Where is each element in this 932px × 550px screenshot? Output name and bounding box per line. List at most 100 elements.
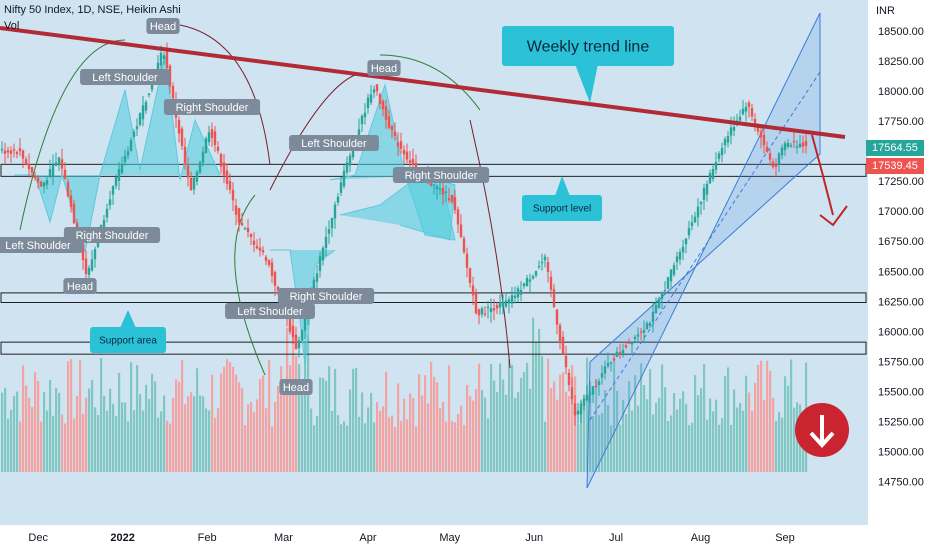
volume-bar [535, 342, 538, 472]
candle-body [213, 131, 217, 146]
candle-body [768, 153, 772, 160]
candle-body [228, 181, 232, 190]
volume-bar [769, 370, 772, 472]
y-tick-label: 15000.00 [878, 446, 924, 458]
candle-body [18, 148, 22, 152]
candle-body [147, 93, 151, 95]
candle-body [267, 259, 271, 266]
volume-bar [706, 419, 709, 472]
volume-bar [97, 415, 100, 472]
volume-bar [751, 410, 754, 472]
candle-body [168, 65, 172, 87]
candle-body [102, 219, 106, 229]
candle-body [261, 250, 265, 253]
volume-bar [496, 392, 499, 472]
volume-bar [670, 415, 673, 472]
support-area-2-box [0, 341, 867, 355]
candle-body [300, 330, 304, 341]
volume-bar [724, 376, 727, 472]
candle-body [216, 146, 220, 152]
volume-bar [520, 377, 523, 472]
volume-bar [34, 372, 37, 472]
volume-bar [556, 399, 559, 472]
volume-bar [340, 424, 343, 472]
candle-body [210, 129, 214, 138]
hs-label-10-box [289, 135, 379, 151]
volume-bar [292, 335, 295, 472]
candle-body [783, 143, 787, 151]
candle-body [471, 285, 475, 296]
volume-bar [397, 383, 400, 472]
candle-body [495, 305, 499, 309]
y-tick-label: 14750.00 [878, 477, 924, 489]
candle-body [588, 393, 592, 395]
volume-bar [127, 421, 130, 472]
volume-bar [655, 402, 658, 472]
volume-bar [145, 384, 148, 472]
hs-label-9-box [277, 288, 375, 304]
candle-body [549, 276, 553, 290]
candle-body [585, 394, 589, 401]
volume-bar [553, 381, 556, 472]
y-tick-label: 15500.00 [878, 386, 924, 398]
volume-bar [190, 392, 193, 472]
candle-body [582, 398, 586, 406]
candle-body [183, 146, 187, 164]
volume-bar [598, 415, 601, 472]
volume-bar [526, 362, 529, 472]
candle-body [636, 334, 640, 337]
volume-bar [238, 382, 241, 472]
volume-bar [493, 380, 496, 472]
volume-bar [628, 380, 631, 472]
candle-body [663, 290, 667, 292]
candle-body [618, 352, 622, 354]
volume-bar [547, 358, 550, 472]
volume-bar [247, 404, 250, 472]
volume-bar [409, 393, 412, 472]
volume-bar [763, 400, 766, 472]
volume-bar [589, 380, 592, 472]
candle-body [123, 155, 127, 163]
candle-body [744, 106, 748, 112]
hs-label-7-box [225, 303, 315, 319]
hs-label-5-box [146, 18, 180, 34]
hs-label-2: Head [67, 281, 93, 293]
candle-body [513, 295, 517, 298]
volume-bar [421, 395, 424, 472]
candle-body [129, 140, 133, 152]
candle-body [135, 126, 139, 130]
candle-body [690, 222, 694, 226]
volume-bar [580, 401, 583, 472]
candle-body [3, 150, 7, 154]
candle-body [138, 113, 142, 126]
volume-bar [19, 421, 22, 472]
candle-body [105, 208, 109, 218]
candle-body [21, 150, 25, 159]
candle-body [621, 350, 625, 355]
volume-bar [559, 374, 562, 472]
hs-label-7: Left Shoulder [237, 306, 303, 318]
volume-bar [4, 387, 7, 472]
volume-bar [613, 359, 616, 472]
candle-body [543, 256, 547, 261]
candle-body [72, 203, 76, 224]
candle-body [273, 272, 277, 286]
volume-bar [676, 409, 679, 472]
support-area-callout: Support area [99, 336, 157, 347]
pattern-arc-4 [269, 74, 356, 191]
candle-body [774, 164, 778, 167]
candle-body [288, 318, 292, 332]
volume-bar [343, 421, 346, 472]
y-tick-label: 17750.00 [878, 116, 924, 128]
volume-bar [481, 390, 484, 472]
weekly-trend-callout: Weekly trend line [527, 39, 650, 56]
candle-body [477, 309, 481, 316]
candle-body [84, 258, 88, 275]
candle-body [333, 204, 337, 219]
volume-bar [262, 375, 265, 472]
hs-label-5: Head [150, 21, 176, 33]
candle-body [432, 184, 436, 186]
candle-body [558, 325, 562, 341]
candle-body [699, 201, 703, 205]
